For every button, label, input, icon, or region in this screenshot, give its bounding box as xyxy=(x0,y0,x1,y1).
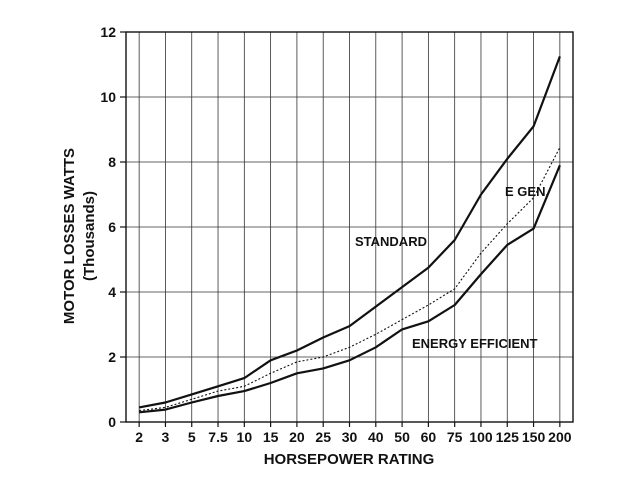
label-standard: STANDARD xyxy=(355,234,427,249)
series-line-1 xyxy=(138,56,561,409)
x-tick-label: 3 xyxy=(162,429,170,445)
x-tick-label: 2 xyxy=(135,429,143,445)
x-tick-label: 15 xyxy=(263,429,279,445)
y-tick-labels: 0 2 4 6 8 10 12 xyxy=(100,24,126,430)
grid-lines xyxy=(126,31,573,423)
series-line-2 xyxy=(139,147,561,412)
x-tick-label: 200 xyxy=(548,429,572,445)
y-axis-subtitle: (Thousands) xyxy=(81,191,98,281)
x-tick-label: 30 xyxy=(342,429,358,445)
x-tick-label: 20 xyxy=(289,429,305,445)
x-tick-label: 10 xyxy=(237,429,253,445)
series-line-3 xyxy=(138,164,561,414)
y-tick-label: 8 xyxy=(108,154,116,170)
label-energy-efficient: ENERGY EFFICIENT xyxy=(412,336,538,351)
x-tick-labels: 2 3 5 7.5 10 15 20 25 30 40 50 60 75 100 125 150 200 xyxy=(135,422,572,445)
y-tick-label: 10 xyxy=(100,89,116,105)
y-tick-label: 12 xyxy=(100,24,116,40)
x-tick-label: 50 xyxy=(394,429,410,445)
x-axis-title: HORSEPOWER RATING xyxy=(264,451,435,468)
x-tick-label: 75 xyxy=(447,429,463,445)
y-tick-label: 0 xyxy=(108,414,116,430)
y-tick-label: 4 xyxy=(108,284,116,300)
x-tick-label: 7.5 xyxy=(208,429,228,445)
y-axis-title: MOTOR LOSSES WATTS xyxy=(61,148,78,324)
x-tick-label: 150 xyxy=(522,429,546,445)
x-tick-label: 60 xyxy=(421,429,437,445)
x-tick-label: 40 xyxy=(368,429,384,445)
x-tick-label: 25 xyxy=(315,429,331,445)
x-tick-label: 125 xyxy=(496,429,520,445)
x-tick-label: 5 xyxy=(188,429,196,445)
label-e-gen: E GEN. xyxy=(505,184,549,199)
series-lines xyxy=(138,56,561,414)
x-tick-label: 100 xyxy=(469,429,493,445)
y-tick-label: 6 xyxy=(108,219,116,235)
y-tick-label: 2 xyxy=(108,349,116,365)
